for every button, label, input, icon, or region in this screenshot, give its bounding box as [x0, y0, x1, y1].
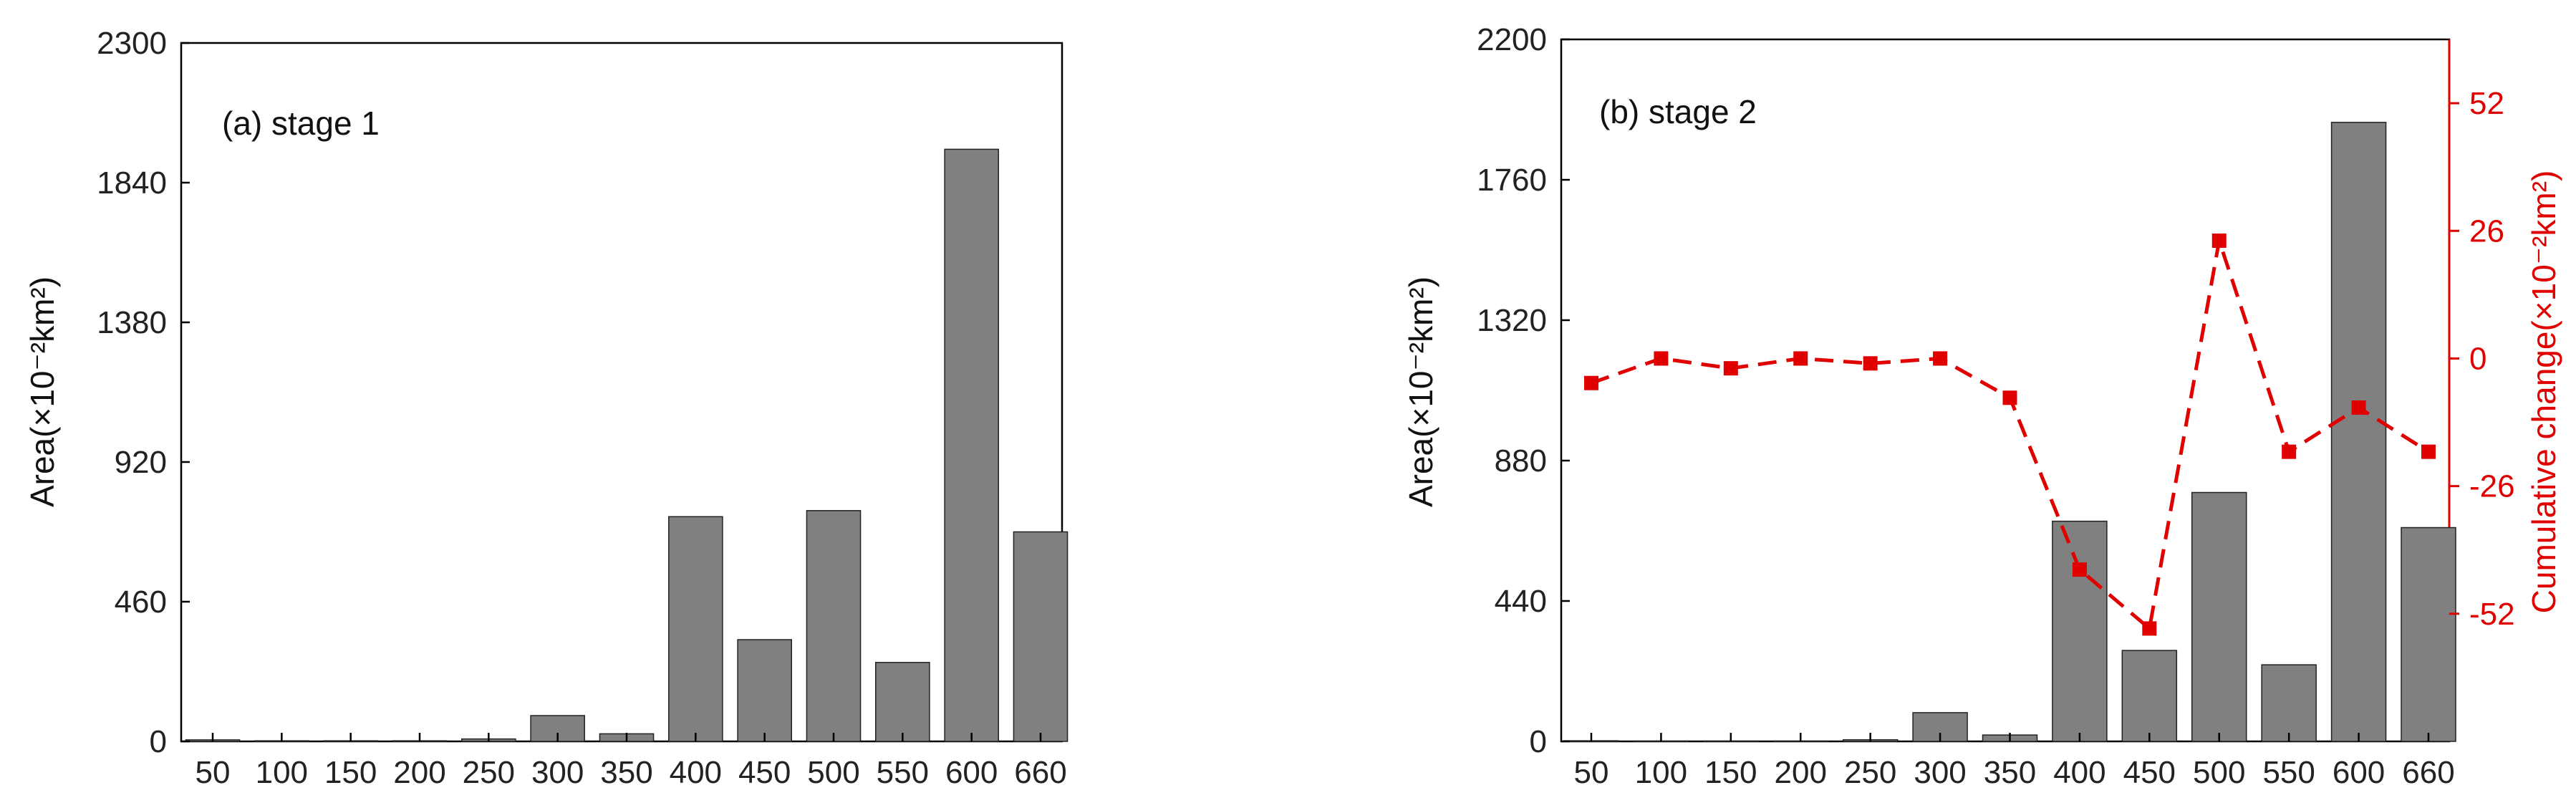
x-tick-label: 50: [196, 755, 231, 790]
x-tick-label: 400: [670, 755, 722, 790]
x-tick-label: 600: [2333, 755, 2385, 790]
line-marker-400: [2072, 562, 2087, 577]
y-tick-label: 2200: [1477, 22, 1547, 57]
y-tick-label: 460: [115, 585, 167, 620]
secondary-y-tick-label: 52: [2469, 86, 2504, 121]
line-marker-660: [2421, 444, 2436, 459]
y-tick-label: 920: [115, 445, 167, 480]
bar-600: [2330, 122, 2387, 742]
x-tick-label: 100: [1635, 755, 1687, 790]
line-marker-300: [1933, 351, 1948, 366]
bar-400: [2052, 520, 2108, 742]
x-tick-label: 500: [2193, 755, 2245, 790]
y-tick-label: 1840: [97, 165, 167, 201]
line-marker-600: [2351, 400, 2366, 415]
cumulative-change-line: [1584, 233, 2436, 636]
bar-600: [944, 148, 999, 742]
y-tick-label: 880: [1495, 443, 1547, 478]
secondary-y-tick-label: -52: [2469, 597, 2515, 632]
bar-660: [1013, 531, 1068, 742]
secondary-y-tick-label: -26: [2469, 469, 2515, 504]
x-tick-label: 300: [1914, 755, 1966, 790]
x-tick-label: 300: [531, 755, 584, 790]
secondary-y-tick-label: 0: [2469, 341, 2486, 376]
plot-frame-a: [180, 42, 1063, 743]
secondary-y-tick-label: 26: [2469, 213, 2504, 249]
x-tick-label: 500: [807, 755, 859, 790]
x-tick-label: 150: [324, 755, 377, 790]
bar-450: [2121, 650, 2178, 742]
line-marker-250: [1863, 356, 1878, 371]
x-tick-label: 450: [738, 755, 791, 790]
x-tick-label: 660: [2402, 755, 2454, 790]
secondary-y-axis-ticks: -52 -26 0 26 52: [2449, 86, 2515, 632]
panel-label-b: (b) stage 2: [1599, 93, 1757, 130]
x-tick-label: 100: [256, 755, 308, 790]
line-marker-500: [2211, 233, 2227, 248]
chart-panel-a: 0 460 920 1380 1840 2300 50 100 150 200 250 300 350…: [24, 26, 1068, 790]
bar-660: [2401, 526, 2456, 742]
y-tick-label: 1760: [1477, 163, 1547, 198]
bar-450: [737, 639, 792, 742]
x-tick-label: 400: [2053, 755, 2105, 790]
line-marker-200: [1793, 351, 1808, 366]
bars-a: [185, 148, 1068, 742]
bar-550: [2261, 664, 2317, 742]
cumulative-change-path: [1591, 240, 2430, 633]
y-tick-label: 1320: [1477, 303, 1547, 338]
bars-b: [1563, 122, 2456, 742]
x-tick-label: 50: [1574, 755, 1609, 790]
y-tick-label: 0: [1530, 724, 1547, 759]
plot-frame-b: [1560, 38, 2451, 743]
x-tick-label: 200: [1775, 755, 1827, 790]
x-tick-label: 250: [463, 755, 515, 790]
x-tick-label: 250: [1844, 755, 1896, 790]
line-marker-450: [2142, 621, 2157, 636]
bar-400: [668, 516, 723, 742]
x-tick-label: 550: [877, 755, 929, 790]
line-marker-350: [2002, 390, 2017, 405]
y-axis-title-b: Area(×10⁻²km²): [1402, 276, 1439, 507]
x-tick-label: 660: [1014, 755, 1066, 790]
line-marker-100: [1654, 351, 1669, 366]
y-axis-title-a: Area(×10⁻²km²): [24, 276, 61, 507]
y-tick-label: 1380: [97, 305, 167, 340]
x-tick-label: 450: [2123, 755, 2176, 790]
x-tick-label: 150: [1704, 755, 1757, 790]
x-tick-label: 550: [2262, 755, 2315, 790]
panel-label-a: (a) stage 1: [222, 105, 380, 142]
x-axis-ticks-b: 50 100 150 200 250 300 350 400 450 500 550 600 660: [1574, 733, 2455, 790]
y-axis-ticks-b: 0 440 880 1320 1760 2200: [1477, 22, 1570, 759]
line-marker-550: [2282, 444, 2297, 459]
x-tick-label: 350: [1984, 755, 2036, 790]
line-marker-150: [1723, 361, 1738, 376]
bar-500: [806, 510, 862, 742]
line-marker-50: [1584, 375, 1598, 390]
bar-550: [875, 662, 930, 742]
y-axis-ticks-a: 0 460 920 1380 1840 2300: [97, 26, 190, 759]
y-tick-label: 440: [1495, 584, 1547, 619]
x-axis-ticks-a: 50 100 150 200 250 300 350 400 450 500 550 600 660: [196, 733, 1067, 790]
y-tick-label: 2300: [97, 26, 167, 61]
bar-500: [2191, 491, 2247, 742]
x-tick-label: 200: [393, 755, 445, 790]
x-tick-label: 600: [945, 755, 998, 790]
chart-panel-b: 0 440 880 1320 1760 2200 -52 -26 0 26 52 50 100 150…: [1402, 22, 2562, 790]
y-tick-label: 0: [150, 724, 167, 759]
secondary-y-axis-title: Cumulative change(×10⁻²km²): [2525, 170, 2562, 614]
x-tick-label: 350: [600, 755, 652, 790]
